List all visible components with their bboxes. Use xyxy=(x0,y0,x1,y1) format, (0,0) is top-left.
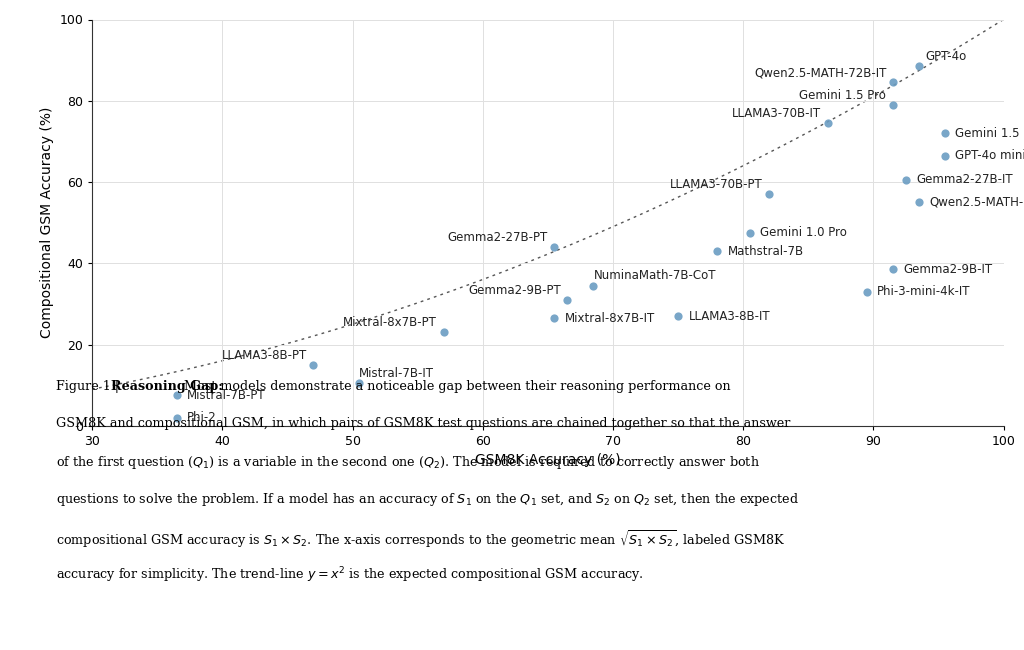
Point xyxy=(305,359,322,370)
Point xyxy=(885,77,901,88)
Y-axis label: Compositional GSM Accuracy (%): Compositional GSM Accuracy (%) xyxy=(40,107,53,338)
Text: Phi-3-mini-4k-IT: Phi-3-mini-4k-IT xyxy=(878,285,971,298)
Text: NuminaMath-7B-CoT: NuminaMath-7B-CoT xyxy=(594,269,716,282)
Text: questions to solve the problem. If a model has an accuracy of $S_1$ on the $Q_1$: questions to solve the problem. If a mod… xyxy=(56,491,800,508)
Text: LLAMA3-70B-PT: LLAMA3-70B-PT xyxy=(670,178,763,191)
Text: GPT-4o mini: GPT-4o mini xyxy=(955,149,1024,162)
Text: Mathstral-7B: Mathstral-7B xyxy=(727,244,804,257)
Point xyxy=(351,378,368,388)
Point xyxy=(761,189,777,200)
Text: LLAMA3-8B-IT: LLAMA3-8B-IT xyxy=(688,309,770,322)
Text: Gemma2-9B-IT: Gemma2-9B-IT xyxy=(903,263,992,276)
Point xyxy=(709,246,725,256)
Point xyxy=(858,287,874,297)
Text: Qwen2.5-MATH-7B-IT: Qwen2.5-MATH-7B-IT xyxy=(930,196,1024,209)
Point xyxy=(937,150,953,161)
Text: Mixtral-8x7B-PT: Mixtral-8x7B-PT xyxy=(343,316,437,329)
Text: Mistral-7B-PT: Mistral-7B-PT xyxy=(187,389,266,402)
Point xyxy=(819,118,836,128)
Text: Gemma2-9B-PT: Gemma2-9B-PT xyxy=(468,283,561,296)
Text: LLAMA3-8B-PT: LLAMA3-8B-PT xyxy=(222,348,307,361)
Text: Phi-2: Phi-2 xyxy=(187,411,217,424)
Text: LLAMA3-70B-IT: LLAMA3-70B-IT xyxy=(732,107,821,120)
Text: Most models demonstrate a noticeable gap between their reasoning performance on: Most models demonstrate a noticeable gap… xyxy=(180,380,731,393)
Text: Gemini 1.0 Pro: Gemini 1.0 Pro xyxy=(760,226,847,239)
Point xyxy=(885,264,901,274)
Point xyxy=(670,311,686,321)
Point xyxy=(741,227,758,238)
Point xyxy=(169,413,185,423)
Text: Mixtral-8x7B-IT: Mixtral-8x7B-IT xyxy=(565,311,655,324)
Text: Gemini 1.5 Flash: Gemini 1.5 Flash xyxy=(955,127,1024,140)
Text: GSM8K and compositional GSM, in which pairs of GSM8K test questions are chained : GSM8K and compositional GSM, in which pa… xyxy=(56,417,791,430)
Point xyxy=(937,128,953,138)
Text: GPT-4o: GPT-4o xyxy=(926,50,967,63)
Text: Reasoning Gap:: Reasoning Gap: xyxy=(111,380,223,393)
Point xyxy=(546,313,562,323)
Point xyxy=(435,327,452,337)
Point xyxy=(910,197,927,207)
Text: Mistral-7B-IT: Mistral-7B-IT xyxy=(359,367,434,380)
Point xyxy=(910,61,927,72)
Text: Gemma2-27B-PT: Gemma2-27B-PT xyxy=(447,231,548,244)
Text: Gemini 1.5 Pro: Gemini 1.5 Pro xyxy=(800,88,887,101)
Point xyxy=(586,280,602,291)
Point xyxy=(898,175,914,185)
X-axis label: GSM8K Accuracy (%): GSM8K Accuracy (%) xyxy=(475,453,621,467)
Point xyxy=(546,242,562,252)
Text: Figure 1 |: Figure 1 | xyxy=(56,380,123,393)
Point xyxy=(169,390,185,400)
Text: Qwen2.5-MATH-72B-IT: Qwen2.5-MATH-72B-IT xyxy=(754,66,887,79)
Point xyxy=(559,294,575,305)
Text: accuracy for simplicity. The trend-line $y = x^2$ is the expected compositional : accuracy for simplicity. The trend-line … xyxy=(56,566,644,585)
Text: of the first question ($Q_1$) is a variable in the second one ($Q_2$). The model: of the first question ($Q_1$) is a varia… xyxy=(56,454,760,471)
Text: compositional GSM accuracy is $S_1 \times S_2$. The x-axis corresponds to the ge: compositional GSM accuracy is $S_1 \time… xyxy=(56,528,785,550)
Text: Gemma2-27B-IT: Gemma2-27B-IT xyxy=(916,174,1013,187)
Point xyxy=(885,99,901,110)
